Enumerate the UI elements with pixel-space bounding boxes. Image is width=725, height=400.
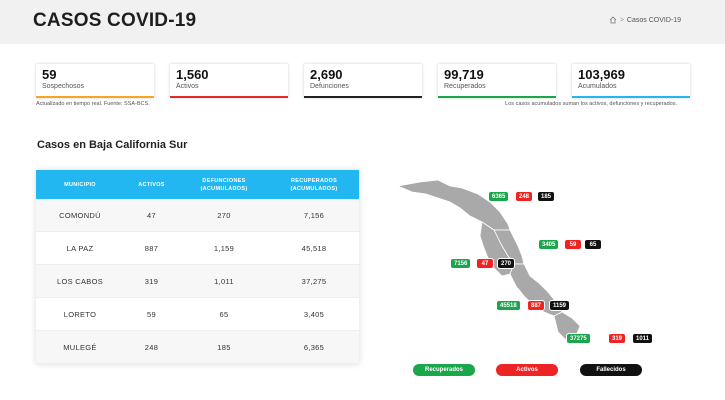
stat-accent-bar <box>170 96 288 98</box>
page-title: CASOS COVID-19 <box>33 10 197 31</box>
table-row: LORETO 59 65 3,405 <box>36 298 359 331</box>
stat-label: Defunciones <box>310 83 349 90</box>
table-row: LA PAZ 887 1,159 45,518 <box>36 232 359 265</box>
map-tag-loreto-recuperados: 3405 <box>538 239 560 250</box>
table-header: MUNICIPIO ACTIVOS DEFUNCIONES (ACUMULADO… <box>36 170 359 199</box>
cell-activos: 248 <box>144 342 159 352</box>
section-title: Casos en Baja California Sur <box>37 139 188 151</box>
map-tag-lapaz-fallecidos: 1159 <box>549 300 571 311</box>
cell-defunciones: 65 <box>219 309 229 319</box>
table-body: COMONDÚ 47 270 7,156 LA PAZ 887 1,159 45… <box>36 199 359 364</box>
cell-municipio: COMONDÚ <box>59 210 101 220</box>
stat-label: Recuperados <box>444 83 486 90</box>
breadcrumb: > Casos COVID-19 <box>609 16 681 24</box>
col-header-recuperados-line2: (ACUMULADOS) <box>290 185 338 192</box>
table-row: LOS CABOS 319 1,011 37,275 <box>36 265 359 298</box>
stat-label: Acumulados <box>578 83 617 90</box>
col-header-defunciones: DEFUNCIONES (ACUMULADOS) <box>179 177 269 193</box>
cell-recuperados: 6,365 <box>303 342 325 352</box>
col-header-municipio: MUNICIPIO <box>64 181 96 188</box>
map-tag-mulege-recuperados: 6365 <box>488 191 510 202</box>
map-tag-mulege-fallecidos: 185 <box>537 191 556 202</box>
map-tag-mulege-activos: 248 <box>515 191 534 202</box>
cell-recuperados: 3,405 <box>303 309 325 319</box>
col-header-recuperados-line1: RECUPERADOS <box>290 177 338 184</box>
stat-label: Sospechosos <box>42 83 85 90</box>
cell-recuperados: 45,518 <box>301 243 327 253</box>
col-header-activos: ACTIVOS <box>138 181 165 188</box>
accumulated-note: Los casos acumulados suman los activos, … <box>505 101 677 107</box>
breadcrumb-separator: > <box>619 16 624 24</box>
stat-value: 2,690 <box>310 67 343 82</box>
cell-activos: 319 <box>144 276 159 286</box>
cell-municipio: MULEGÉ <box>63 342 97 352</box>
map-tag-lapaz-recuperados: 45518 <box>496 300 521 311</box>
legend-fallecidos: Fallecidos <box>580 364 642 376</box>
cell-municipio: LORETO <box>63 309 97 319</box>
map-tag-comondu-activos: 47 <box>476 258 494 269</box>
stat-accent-bar <box>572 96 690 98</box>
map-tag-loscabos-recuperados: 37275 <box>566 333 591 344</box>
map-tag-loscabos-activos: 319 <box>608 333 627 344</box>
cell-defunciones: 270 <box>217 210 231 220</box>
map-tag-comondu-fallecidos: 270 <box>497 258 516 269</box>
stats-row: 59 Sospechosos 1,560 Activos 2,690 Defun… <box>36 64 690 98</box>
cases-table: MUNICIPIO ACTIVOS DEFUNCIONES (ACUMULADO… <box>36 170 359 364</box>
bcs-map: 6365 248 185 3405 59 65 7156 47 270 4551… <box>390 172 660 352</box>
stat-accent-bar <box>438 96 556 98</box>
cell-defunciones: 1,011 <box>214 276 234 286</box>
map-tag-loreto-activos: 59 <box>564 239 582 250</box>
stat-card-recuperados: 99,719 Recuperados <box>438 64 556 98</box>
home-icon[interactable] <box>609 16 617 24</box>
cell-recuperados: 7,156 <box>303 210 325 220</box>
legend-recuperados: Recuperados <box>413 364 475 376</box>
map-tag-loreto-fallecidos: 65 <box>584 239 602 250</box>
cell-activos: 47 <box>147 210 156 220</box>
cell-recuperados: 37,275 <box>301 276 327 286</box>
cell-activos: 59 <box>147 309 156 319</box>
stat-value: 1,560 <box>176 67 209 82</box>
col-header-defunciones-line1: DEFUNCIONES <box>202 177 246 184</box>
table-row: MULEGÉ 248 185 6,365 <box>36 331 359 364</box>
region-mulege <box>396 179 511 231</box>
col-header-defunciones-line2: (ACUMULADOS) <box>200 185 248 192</box>
cell-activos: 887 <box>144 243 159 253</box>
source-note: Actualizado en tiempo real. Fuente: SSA-… <box>36 101 150 107</box>
legend-activos: Activos <box>496 364 558 376</box>
cell-municipio: LOS CABOS <box>56 276 104 286</box>
map-tag-loscabos-fallecidos: 1011 <box>632 333 654 344</box>
stat-value: 99,719 <box>444 67 484 82</box>
table-row: COMONDÚ 47 270 7,156 <box>36 199 359 232</box>
map-tag-comondu-recuperados: 7156 <box>450 258 472 269</box>
stat-card-activos: 1,560 Activos <box>170 64 288 98</box>
stat-accent-bar <box>36 96 154 98</box>
breadcrumb-current: Casos COVID-19 <box>626 16 681 24</box>
stat-value: 59 <box>42 67 57 82</box>
stat-card-defunciones: 2,690 Defunciones <box>304 64 422 98</box>
stat-value: 103,969 <box>578 67 625 82</box>
cell-defunciones: 185 <box>217 342 231 352</box>
page-header: CASOS COVID-19 > Casos COVID-19 <box>0 0 725 44</box>
stat-label: Activos <box>176 83 199 90</box>
stat-accent-bar <box>304 96 422 98</box>
map-tag-lapaz-activos: 887 <box>527 300 546 311</box>
col-header-recuperados: RECUPERADOS (ACUMULADOS) <box>269 177 359 193</box>
cell-defunciones: 1,159 <box>213 243 235 253</box>
stat-card-acumulados: 103,969 Acumulados <box>572 64 690 98</box>
stat-card-sospechosos: 59 Sospechosos <box>36 64 154 98</box>
cell-municipio: LA PAZ <box>66 243 94 253</box>
